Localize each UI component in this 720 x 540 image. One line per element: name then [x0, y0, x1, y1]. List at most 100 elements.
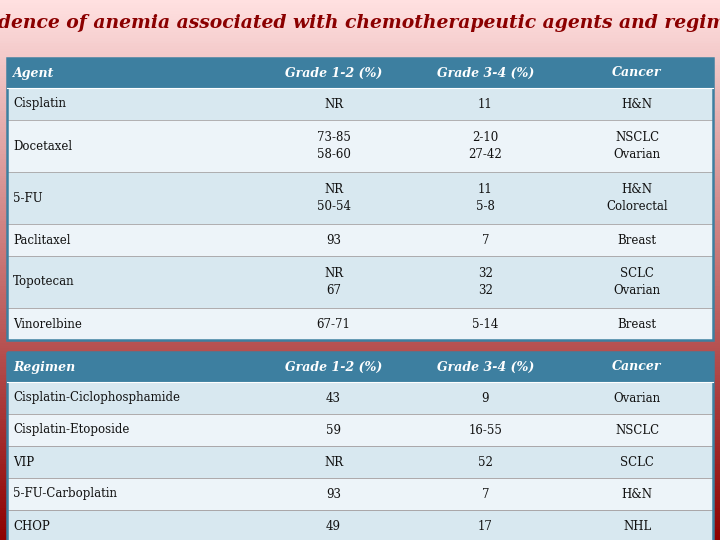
Text: SCLC: SCLC: [620, 456, 654, 469]
Bar: [0, 464, 720, 468]
Bar: [0, 49, 720, 52]
Bar: [0, 389, 720, 393]
Bar: [7, 352, 713, 540]
Bar: [0, 348, 720, 352]
Text: 43: 43: [326, 392, 341, 404]
Bar: [0, 321, 720, 325]
Bar: [0, 27, 720, 31]
Text: 9: 9: [482, 392, 489, 404]
Bar: [0, 516, 720, 519]
Bar: [7, 478, 713, 510]
Bar: [0, 143, 720, 147]
Bar: [0, 275, 720, 279]
Bar: [0, 159, 720, 163]
Text: CHOP: CHOP: [13, 519, 50, 532]
Text: 11
5-8: 11 5-8: [476, 183, 495, 213]
Bar: [0, 432, 720, 436]
Bar: [0, 327, 720, 330]
Bar: [0, 440, 720, 444]
Bar: [0, 89, 720, 93]
Bar: [0, 497, 720, 501]
Bar: [0, 316, 720, 320]
Bar: [0, 62, 720, 66]
Bar: [0, 19, 720, 23]
Bar: [0, 262, 720, 266]
Bar: [0, 186, 720, 190]
Bar: [0, 491, 720, 495]
Bar: [0, 230, 720, 233]
Bar: [7, 446, 713, 478]
Bar: [0, 184, 720, 187]
Bar: [0, 537, 720, 540]
Text: NHL: NHL: [623, 519, 651, 532]
Bar: [0, 324, 720, 328]
Bar: [7, 308, 713, 340]
Bar: [0, 370, 720, 374]
Bar: [0, 405, 720, 409]
Bar: [0, 483, 720, 487]
Bar: [0, 138, 720, 141]
Text: 67-71: 67-71: [317, 318, 351, 330]
Bar: [0, 162, 720, 166]
Bar: [0, 124, 720, 128]
Bar: [0, 176, 720, 179]
Text: Grade 1-2 (%): Grade 1-2 (%): [285, 66, 382, 79]
Bar: [0, 46, 720, 50]
Text: 5-14: 5-14: [472, 318, 498, 330]
Bar: [0, 437, 720, 441]
Bar: [0, 302, 720, 306]
Bar: [7, 352, 713, 382]
Bar: [0, 97, 720, 101]
Bar: [0, 140, 720, 144]
Bar: [0, 521, 720, 525]
Text: H&N: H&N: [621, 488, 652, 501]
Bar: [0, 157, 720, 160]
Text: 7: 7: [482, 488, 489, 501]
Bar: [0, 524, 720, 528]
Bar: [0, 459, 720, 463]
Bar: [0, 213, 720, 217]
Bar: [0, 481, 720, 484]
Bar: [0, 3, 720, 6]
Bar: [0, 392, 720, 395]
Bar: [0, 421, 720, 425]
Bar: [0, 354, 720, 357]
Bar: [0, 310, 720, 314]
Bar: [0, 351, 720, 355]
Text: 32
32: 32 32: [478, 267, 492, 297]
Bar: [0, 278, 720, 282]
Bar: [0, 59, 720, 63]
Text: 52: 52: [478, 456, 492, 469]
Text: Grade 3-4 (%): Grade 3-4 (%): [437, 361, 534, 374]
Bar: [7, 224, 713, 256]
Bar: [0, 329, 720, 333]
Text: 93: 93: [326, 488, 341, 501]
Bar: [0, 478, 720, 482]
Bar: [0, 297, 720, 301]
Bar: [0, 518, 720, 522]
Bar: [0, 256, 720, 260]
Bar: [0, 529, 720, 533]
Bar: [0, 489, 720, 492]
Text: 7: 7: [482, 233, 489, 246]
Text: 16-55: 16-55: [469, 423, 503, 436]
Bar: [0, 11, 720, 15]
Bar: [0, 35, 720, 39]
Bar: [0, 346, 720, 349]
Bar: [7, 58, 713, 340]
Bar: [0, 502, 720, 506]
Bar: [0, 127, 720, 131]
Text: Vinorelbine: Vinorelbine: [13, 318, 82, 330]
Bar: [0, 362, 720, 366]
Bar: [7, 510, 713, 540]
Bar: [0, 219, 720, 222]
Text: 49: 49: [326, 519, 341, 532]
Bar: [0, 81, 720, 85]
Bar: [0, 40, 720, 44]
Bar: [0, 467, 720, 471]
Bar: [0, 508, 720, 511]
Text: Breast: Breast: [618, 318, 657, 330]
Bar: [7, 88, 713, 120]
Text: 17: 17: [478, 519, 492, 532]
Bar: [0, 113, 720, 117]
